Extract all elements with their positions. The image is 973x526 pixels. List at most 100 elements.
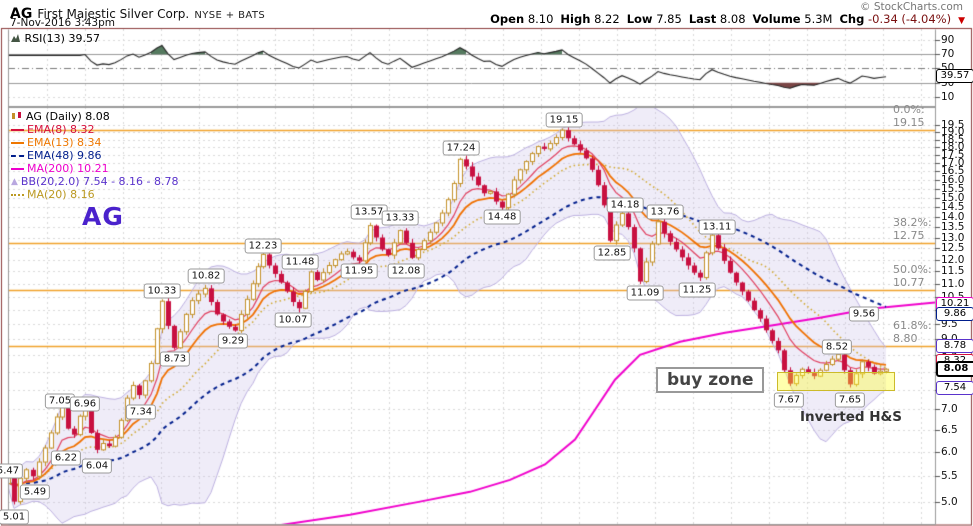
price-legend: AG (Daily) 8.08 EMA(8) 8.32 EMA(13) 8.34 EM… bbox=[11, 110, 178, 201]
price-label: 14.48 bbox=[483, 209, 521, 225]
last-value: 8.08 bbox=[719, 12, 746, 26]
chart-header: AG First Majestic Silver Corp. NYSE + BA… bbox=[10, 3, 265, 22]
rsi-axis-tick: 70 bbox=[941, 48, 955, 61]
price-label: 8.73 bbox=[159, 351, 191, 367]
price-label: 5.49 bbox=[19, 484, 51, 500]
buy-zone-callout[interactable]: buy zone bbox=[656, 367, 765, 393]
fib-level-label: 50.0%: 10.77 bbox=[893, 262, 932, 289]
price-label: 11.09 bbox=[626, 285, 664, 301]
line-swatch-icon bbox=[11, 129, 24, 131]
price-axis-tick: 18.5 bbox=[941, 133, 965, 146]
price-label: 17.24 bbox=[442, 140, 480, 156]
fib-level-label: 38.2%: 12.75 bbox=[893, 215, 932, 242]
line-swatch-icon bbox=[11, 168, 24, 170]
ticker-symbol: AG bbox=[10, 6, 33, 22]
quote-strip: Open 8.10 High 8.22 Low 7.85 Last 8.08 V… bbox=[490, 12, 965, 26]
price-label: 7.05 bbox=[44, 393, 76, 409]
price-axis-tick: 12.0 bbox=[941, 253, 965, 266]
price-label: 14.18 bbox=[606, 197, 644, 213]
price-label: 6.96 bbox=[69, 396, 101, 412]
price-axis-tick: 14.0 bbox=[941, 210, 965, 223]
price-label: 10.07 bbox=[274, 312, 312, 328]
legend-item[interactable]: MA(200) 10.21 bbox=[11, 162, 178, 175]
exchange-label: NYSE + BATS bbox=[194, 10, 266, 21]
company-name: First Majestic Silver Corp. bbox=[37, 7, 190, 21]
price-label: 12.23 bbox=[244, 238, 282, 254]
line-swatch-icon bbox=[11, 155, 24, 157]
pattern-annotation: Inverted H&S bbox=[800, 409, 903, 425]
price-axis-tick: 5.5 bbox=[941, 469, 958, 482]
price-axis-tick: 17.0 bbox=[941, 157, 965, 170]
price-axis-badge: 8.08 bbox=[936, 361, 973, 378]
volume-label: Volume bbox=[752, 12, 801, 26]
high-value: 8.22 bbox=[594, 12, 620, 26]
price-axis-tick: 16.5 bbox=[941, 165, 965, 178]
down-triangle-icon: ▼ bbox=[958, 16, 965, 26]
low-value: 7.85 bbox=[656, 12, 682, 26]
fib-level-label: 61.8%: 8.80 bbox=[893, 318, 932, 345]
legend-item-label: MA(200) 10.21 bbox=[27, 162, 109, 175]
rsi-axis-tick: 90 bbox=[941, 34, 955, 46]
legend-item[interactable]: ▲ BB(20,2.0) 7.54 - 8.16 - 8.78 bbox=[11, 175, 178, 188]
price-label: 9.29 bbox=[217, 333, 249, 349]
price-label: 9.56 bbox=[848, 306, 880, 322]
chart-datetime: 7-Nov-2016 3:43pm bbox=[10, 17, 115, 29]
price-axis-badge: 7.54 bbox=[936, 381, 973, 396]
change-label: Chg bbox=[839, 12, 865, 26]
legend-item[interactable]: EMA(48) 9.86 bbox=[11, 149, 178, 162]
price-axis-tick: 16.0 bbox=[941, 173, 965, 186]
candlestick-icon bbox=[12, 112, 21, 119]
price-axis-tick: 18.0 bbox=[941, 141, 965, 154]
last-label: Last bbox=[688, 12, 717, 26]
price-axis-tick: 13.5 bbox=[941, 221, 965, 234]
rsi-axis-tick: 10 bbox=[941, 90, 955, 103]
buy-zone-highlight bbox=[777, 372, 895, 391]
price-label: 13.57 bbox=[350, 204, 388, 220]
line-swatch-icon bbox=[11, 142, 24, 144]
price-axis-tick: 14.5 bbox=[941, 201, 965, 214]
price-axis-tick: 17.5 bbox=[941, 149, 965, 162]
legend-item[interactable]: EMA(13) 8.34 bbox=[11, 136, 178, 149]
price-label: 10.82 bbox=[187, 268, 225, 284]
price-label: 13.33 bbox=[381, 210, 419, 226]
price-label: 6.22 bbox=[50, 450, 82, 466]
open-value: 8.10 bbox=[527, 12, 554, 26]
legend-item-label: EMA(13) 8.34 bbox=[27, 136, 102, 149]
price-label: 6.04 bbox=[81, 458, 113, 474]
price-label: 11.95 bbox=[340, 263, 378, 279]
price-label: 13.11 bbox=[698, 219, 736, 235]
legend-item[interactable]: EMA(8) 8.32 bbox=[11, 123, 178, 136]
legend-item-label: MA(20) 8.16 bbox=[27, 188, 95, 201]
price-label: 7.34 bbox=[125, 404, 157, 420]
price-label: 5.01 bbox=[0, 509, 30, 525]
price-label: 11.25 bbox=[678, 282, 716, 298]
price-axis-tick: 5.0 bbox=[941, 496, 958, 509]
price-label: 5.47 bbox=[0, 463, 24, 479]
price-label: 10.33 bbox=[143, 283, 181, 299]
price-axis-tick: 6.0 bbox=[941, 445, 958, 458]
line-swatch-icon bbox=[11, 194, 24, 196]
change-value: -0.34 (-4.04%) bbox=[868, 12, 952, 26]
open-label: Open bbox=[490, 12, 525, 26]
symbol-watermark: AG bbox=[82, 202, 124, 231]
fib-level-label: 0.0%: 19.15 bbox=[893, 103, 925, 130]
band-area-icon: ▲ bbox=[11, 176, 18, 187]
price-label: 11.48 bbox=[281, 254, 319, 270]
price-label: 12.85 bbox=[593, 245, 631, 261]
legend-item-label: EMA(48) 9.86 bbox=[27, 149, 102, 162]
price-axis-tick: 7.0 bbox=[941, 402, 958, 415]
high-label: High bbox=[560, 12, 591, 26]
legend-item[interactable]: AG (Daily) 8.08 bbox=[11, 110, 178, 123]
price-axis-tick: 9.5 bbox=[941, 318, 958, 331]
price-axis-tick: 11.5 bbox=[941, 265, 965, 278]
stockcharts-credit: © StockCharts.com bbox=[860, 1, 963, 13]
rsi-label-text: RSI(13) 39.57 bbox=[24, 32, 100, 45]
indicator-icon bbox=[11, 34, 20, 42]
price-axis-tick: 6.5 bbox=[941, 423, 958, 436]
legend-item[interactable]: MA(20) 8.16 bbox=[11, 188, 178, 201]
rsi-legend: RSI(13) 39.57 bbox=[11, 32, 100, 45]
price-axis-tick: 19.5 bbox=[941, 119, 965, 132]
price-axis-tick: 12.5 bbox=[941, 242, 965, 255]
price-axis-tick: 15.5 bbox=[941, 182, 965, 195]
